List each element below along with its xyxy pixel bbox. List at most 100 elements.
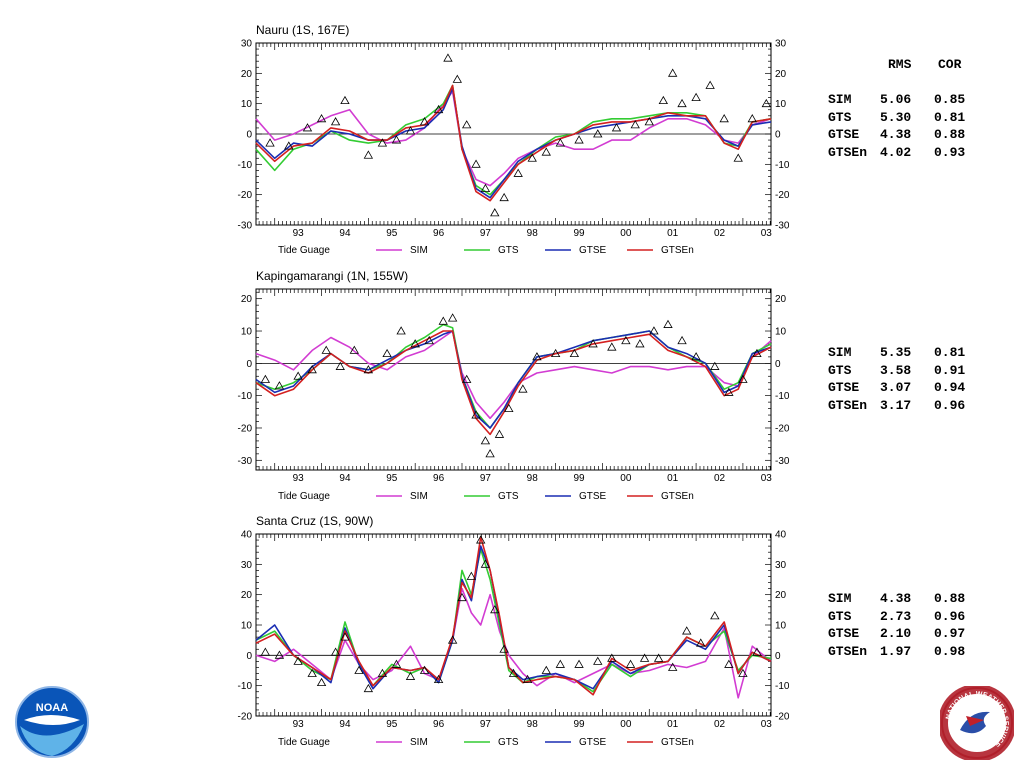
tide-gauge-point (274, 650, 285, 659)
y-tick-label-right: 10 (775, 99, 787, 110)
y-tick-label: -10 (238, 391, 253, 402)
stat-rms: 2.73 (880, 608, 912, 624)
legend-label: GTSEn (661, 245, 694, 256)
tide-gauge-point (377, 138, 388, 147)
tide-gauge-point (550, 348, 561, 358)
y-tick-label: 10 (241, 99, 253, 110)
tide-gauge-point (532, 352, 542, 361)
tide-gauge-point (513, 168, 523, 177)
tide-gauge-point (284, 141, 294, 150)
stats-table-santa-cruz: SIM 4.38 0.88 GTS 2.73 0.96 GTSE 2.10 0.… (828, 590, 982, 660)
tide-gauge-point (405, 671, 416, 680)
tide-gauge-point (752, 348, 762, 358)
stat-rms: 3.17 (880, 397, 912, 413)
stats-row: GTSEn 1.97 0.98 (828, 643, 982, 661)
series-line-gtse (255, 330, 772, 429)
y-tick-label-right: -10 (775, 160, 790, 171)
tide-gauge-point (471, 410, 481, 419)
x-tick-label: 02 (714, 473, 726, 484)
tide-gauge-point (391, 135, 402, 144)
tide-gauge-point (443, 53, 453, 62)
legend-label: GTS (498, 737, 519, 748)
tide-gauge-point (527, 153, 537, 162)
tide-gauge-point (677, 335, 687, 345)
tide-gauge-point (710, 611, 720, 620)
tide-gauge-point (480, 436, 491, 445)
tide-gauge-point (447, 635, 458, 644)
tide-gauge-point (677, 98, 687, 108)
stats-row: SIM 5.35 0.81 (828, 344, 982, 362)
y-tick-label: 0 (246, 651, 252, 662)
nws-logo: NATIONAL WEATHER SERVICE (940, 686, 1014, 760)
tide-gauge-point (569, 348, 580, 358)
y-tick-label: 40 (241, 530, 253, 541)
x-tick-label: 98 (527, 473, 539, 484)
noaa-logo: NOAA (15, 686, 89, 758)
tide-gauge-point (499, 644, 509, 653)
stat-model: SIM (828, 591, 852, 606)
tide-gauge-point (635, 339, 645, 348)
tide-gauge-point (405, 126, 416, 135)
legend-label: Tide Guage (278, 245, 330, 256)
tide-gauge-point (461, 374, 472, 383)
stats-row: SIM 4.38 0.88 (828, 590, 982, 608)
x-tick-label: 03 (761, 719, 773, 730)
stat-model: GTSE (828, 626, 860, 641)
tide-gauge-point (691, 92, 701, 101)
tide-gauge-point (625, 659, 636, 668)
y-tick-label-right: 20 (775, 69, 787, 80)
tide-gauge-point (747, 114, 757, 123)
tide-gauge-point (396, 326, 406, 335)
stat-model: GTSE (828, 380, 860, 395)
tide-gauge-point (518, 384, 528, 393)
tide-gauge-point (738, 668, 748, 677)
chart-panel-kapingamarangi: Kapingamarangi (1N, 155W) 93 94 95 96 97 98 99 0… (238, 269, 790, 502)
stat-rms: 1.97 (880, 643, 912, 659)
stat-rms: 4.02 (880, 144, 912, 160)
y-tick-label-right: 0 (775, 651, 781, 662)
tide-gauge-point (410, 339, 420, 348)
tide-gauge-point (724, 387, 734, 396)
legend-label: SIM (410, 245, 428, 256)
tide-gauge-point (653, 653, 664, 662)
y-tick-label: -20 (238, 712, 253, 723)
y-tick-label: -20 (238, 190, 253, 201)
legend-label: GTS (498, 245, 519, 256)
y-tick-label-right: -30 (775, 456, 790, 467)
tide-gauge-point (363, 150, 374, 159)
tide-gauge-point (466, 571, 477, 580)
x-tick-label: 97 (480, 473, 492, 484)
stat-model: GTSE (828, 127, 860, 142)
stat-rms: 4.38 (880, 127, 912, 142)
stat-cor: 0.98 (934, 643, 966, 659)
stat-cor: 0.94 (934, 380, 966, 395)
tide-gauge-point (522, 674, 533, 683)
x-tick-label: 02 (714, 719, 726, 730)
tide-gauge-point (316, 677, 327, 687)
tide-gauge-point (293, 371, 303, 380)
noaa-logo-text: NOAA (36, 702, 68, 714)
y-tick-label: -20 (238, 423, 253, 434)
stats-header: RMS COR (828, 56, 986, 74)
stats-row: GTS 2.73 0.96 (828, 608, 982, 626)
tide-gauge-point (433, 674, 444, 683)
stat-model: GTSEn (828, 643, 868, 659)
tide-gauge-point (761, 98, 772, 108)
tide-gauge-point (705, 80, 715, 89)
tide-gauge-point (391, 659, 402, 668)
y-tick-label: -10 (238, 681, 253, 692)
stat-cor: 0.96 (934, 608, 966, 624)
stat-cor: 0.81 (934, 109, 966, 125)
tide-gauge-point (658, 95, 669, 105)
tide-gauge-point (494, 429, 505, 438)
tide-gauge-point (382, 348, 392, 358)
x-tick-label: 94 (339, 473, 351, 484)
stats-row: GTSE 4.38 0.88 (828, 126, 986, 144)
tide-gauge-point (691, 352, 701, 361)
tide-gauge-point (639, 653, 650, 662)
x-tick-label: 00 (620, 719, 632, 730)
tide-gauge-point (490, 605, 500, 614)
y-tick-label-right: 30 (775, 560, 787, 571)
chart-title: Nauru (1S, 167E) (256, 23, 349, 37)
